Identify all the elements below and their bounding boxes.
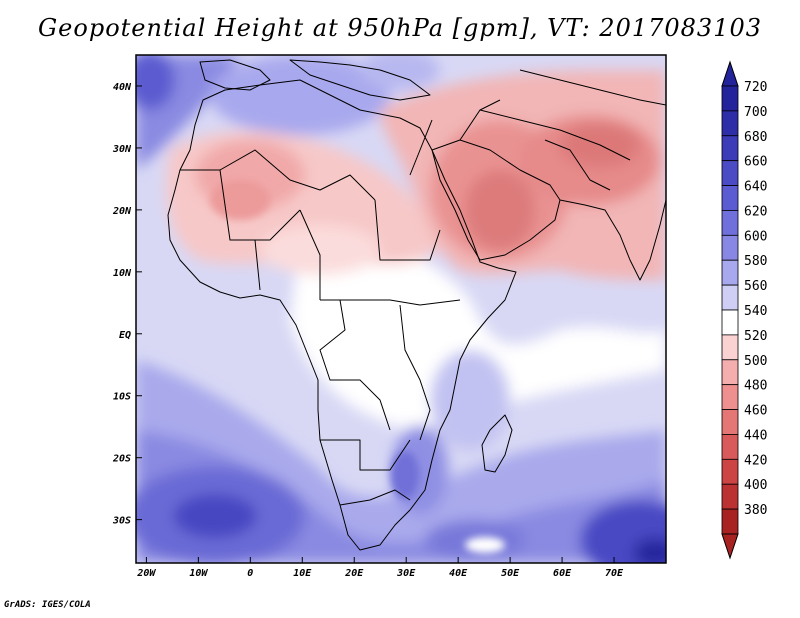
colorbar-swatch <box>721 234 739 261</box>
colorbar-min-arrow <box>721 533 739 560</box>
colorbar-swatch <box>721 85 739 112</box>
colorbar-swatch <box>721 483 739 510</box>
india-coastline <box>559 199 666 281</box>
colorbar-label: 620 <box>744 204 767 219</box>
lat-tick-label: EQ <box>119 330 131 341</box>
lat-tick-label: 20N <box>112 206 132 217</box>
lon-tick-label: 30E <box>396 568 416 579</box>
colorbar-swatch <box>721 458 739 485</box>
colorbar-swatch <box>721 110 739 137</box>
lon-tick-label: 10E <box>293 568 312 579</box>
coastline-layer <box>167 59 666 551</box>
colorbar-swatch <box>721 135 739 162</box>
lat-tick-label: 20S <box>112 454 131 465</box>
lat-tick-label: 10N <box>113 268 132 279</box>
colorbar-swatch <box>721 334 739 361</box>
lon-tick-label: 20W <box>136 568 156 579</box>
colorbar-swatch <box>721 309 739 336</box>
colorbar-label: 680 <box>744 130 767 145</box>
colorbar-label: 400 <box>744 478 767 493</box>
lat-tick-label: 30S <box>112 516 131 527</box>
colorbar-label: 440 <box>744 428 767 443</box>
lon-tick-label: 50E <box>501 568 520 579</box>
colorbar-swatch <box>721 210 739 236</box>
lat-tick-label: 30N <box>112 144 132 155</box>
colorbar-label: 420 <box>744 453 767 468</box>
colorbar-label: 640 <box>744 180 767 195</box>
colorbar-swatch <box>721 185 739 211</box>
lon-tick-label: 10W <box>189 568 208 579</box>
colorbar-label: 700 <box>744 105 767 120</box>
colorbar: 720 700 680 660 640 620 600 580 560 540 520 500 480 4… <box>721 60 767 560</box>
colorbar-label: 720 <box>744 80 767 95</box>
lon-tick-label: 20E <box>344 568 364 579</box>
field-layer <box>136 55 666 563</box>
lat-tick-label: 10S <box>113 392 131 403</box>
colorbar-swatch <box>721 160 739 186</box>
lon-tick-label: 40E <box>449 568 468 579</box>
colorbar-swatch <box>721 508 739 535</box>
lat-axis: 40N 30N 20N 10N EQ 10S 20S 30S <box>112 82 142 527</box>
colorbar-swatch <box>721 359 739 386</box>
colorbar-label: 380 <box>744 503 767 518</box>
lat-tick-label: 40N <box>113 82 132 93</box>
colorbar-label: 580 <box>744 254 767 269</box>
lon-tick-label: 60E <box>553 568 572 579</box>
lon-tick-label: 70E <box>605 568 624 579</box>
colorbar-label: 500 <box>744 354 767 369</box>
colorbar-label: 460 <box>744 404 767 419</box>
colorbar-label: 660 <box>744 155 767 170</box>
colorbar-swatch <box>721 384 739 410</box>
plot-frame <box>135 54 667 564</box>
madagascar-coastline <box>481 414 513 473</box>
colorbar-label: 520 <box>744 329 767 344</box>
arabia-coastline <box>431 139 561 261</box>
colorbar-max-arrow <box>721 60 739 87</box>
colorbar-swatch <box>721 284 739 311</box>
colorbar-label: 600 <box>744 229 767 244</box>
colorbar-swatch <box>721 259 739 286</box>
colorbar-swatch <box>721 409 739 435</box>
lon-axis: 20W 10W 0 10E 20E 30E 40E 50E 60E 70E <box>136 557 624 579</box>
colorbar-label: 560 <box>744 279 767 294</box>
credit-text: GrADS: IGES/COLA <box>4 600 91 610</box>
colorbar-label: 540 <box>744 304 767 319</box>
colorbar-swatch <box>721 434 739 460</box>
indian-ocean-low-cell <box>580 500 666 563</box>
chart-title: Geopotential Height at 950hPa [gpm], VT:… <box>38 14 762 42</box>
colorbar-label: 480 <box>744 379 767 394</box>
lon-tick-label: 0 <box>247 568 253 579</box>
